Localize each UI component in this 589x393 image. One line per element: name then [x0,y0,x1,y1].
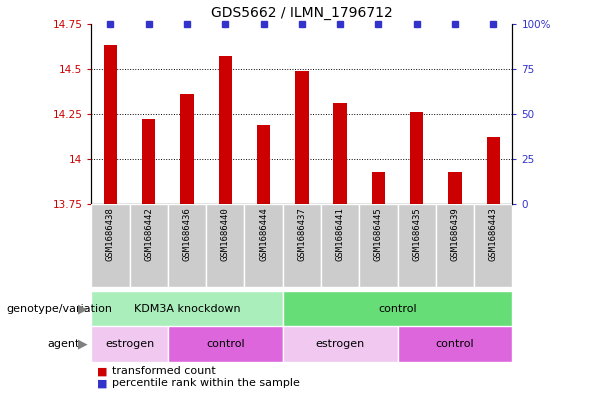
Text: GSM1686440: GSM1686440 [221,208,230,261]
Text: GSM1686443: GSM1686443 [489,208,498,261]
Text: GSM1686437: GSM1686437 [297,208,306,261]
Bar [206,204,244,287]
Text: GSM1686439: GSM1686439 [451,208,459,261]
Bar [372,172,385,204]
Bar [283,326,398,362]
Bar [244,204,283,287]
Text: control: control [206,339,244,349]
Bar [487,138,500,204]
Bar [104,45,117,204]
Bar [410,112,423,204]
Bar [168,326,283,362]
Bar [180,94,194,204]
Text: estrogen: estrogen [316,339,365,349]
Bar [283,204,321,287]
Bar [474,204,512,287]
Bar [257,125,270,204]
Text: ▶: ▶ [78,302,87,315]
Text: GSM1686444: GSM1686444 [259,208,268,261]
Bar [91,204,130,287]
Bar [398,326,512,362]
Title: GDS5662 / ILMN_1796712: GDS5662 / ILMN_1796712 [211,6,393,20]
Text: GSM1686438: GSM1686438 [106,208,115,261]
Text: GSM1686441: GSM1686441 [336,208,345,261]
Text: KDM3A knockdown: KDM3A knockdown [134,303,240,314]
Text: GSM1686445: GSM1686445 [374,208,383,261]
Bar [142,119,155,204]
Text: control: control [378,303,417,314]
Text: GSM1686436: GSM1686436 [183,208,191,261]
Text: genotype/variation: genotype/variation [6,303,112,314]
Bar [130,204,168,287]
Text: GSM1686435: GSM1686435 [412,208,421,261]
Bar [359,204,398,287]
Bar [398,204,436,287]
Bar [91,326,168,362]
Bar [333,103,347,204]
Bar [219,56,232,204]
Bar [448,172,462,204]
Bar [295,71,309,204]
Bar [283,291,512,326]
Text: ▶: ▶ [78,337,87,351]
Text: ■: ■ [97,378,108,388]
Bar [321,204,359,287]
Bar [91,291,283,326]
Text: ■: ■ [97,366,108,376]
Text: agent: agent [47,339,80,349]
Text: control: control [436,339,474,349]
Bar [168,204,206,287]
Text: estrogen: estrogen [105,339,154,349]
Text: GSM1686442: GSM1686442 [144,208,153,261]
Bar [436,204,474,287]
Text: transformed count: transformed count [112,366,216,376]
Text: percentile rank within the sample: percentile rank within the sample [112,378,300,388]
